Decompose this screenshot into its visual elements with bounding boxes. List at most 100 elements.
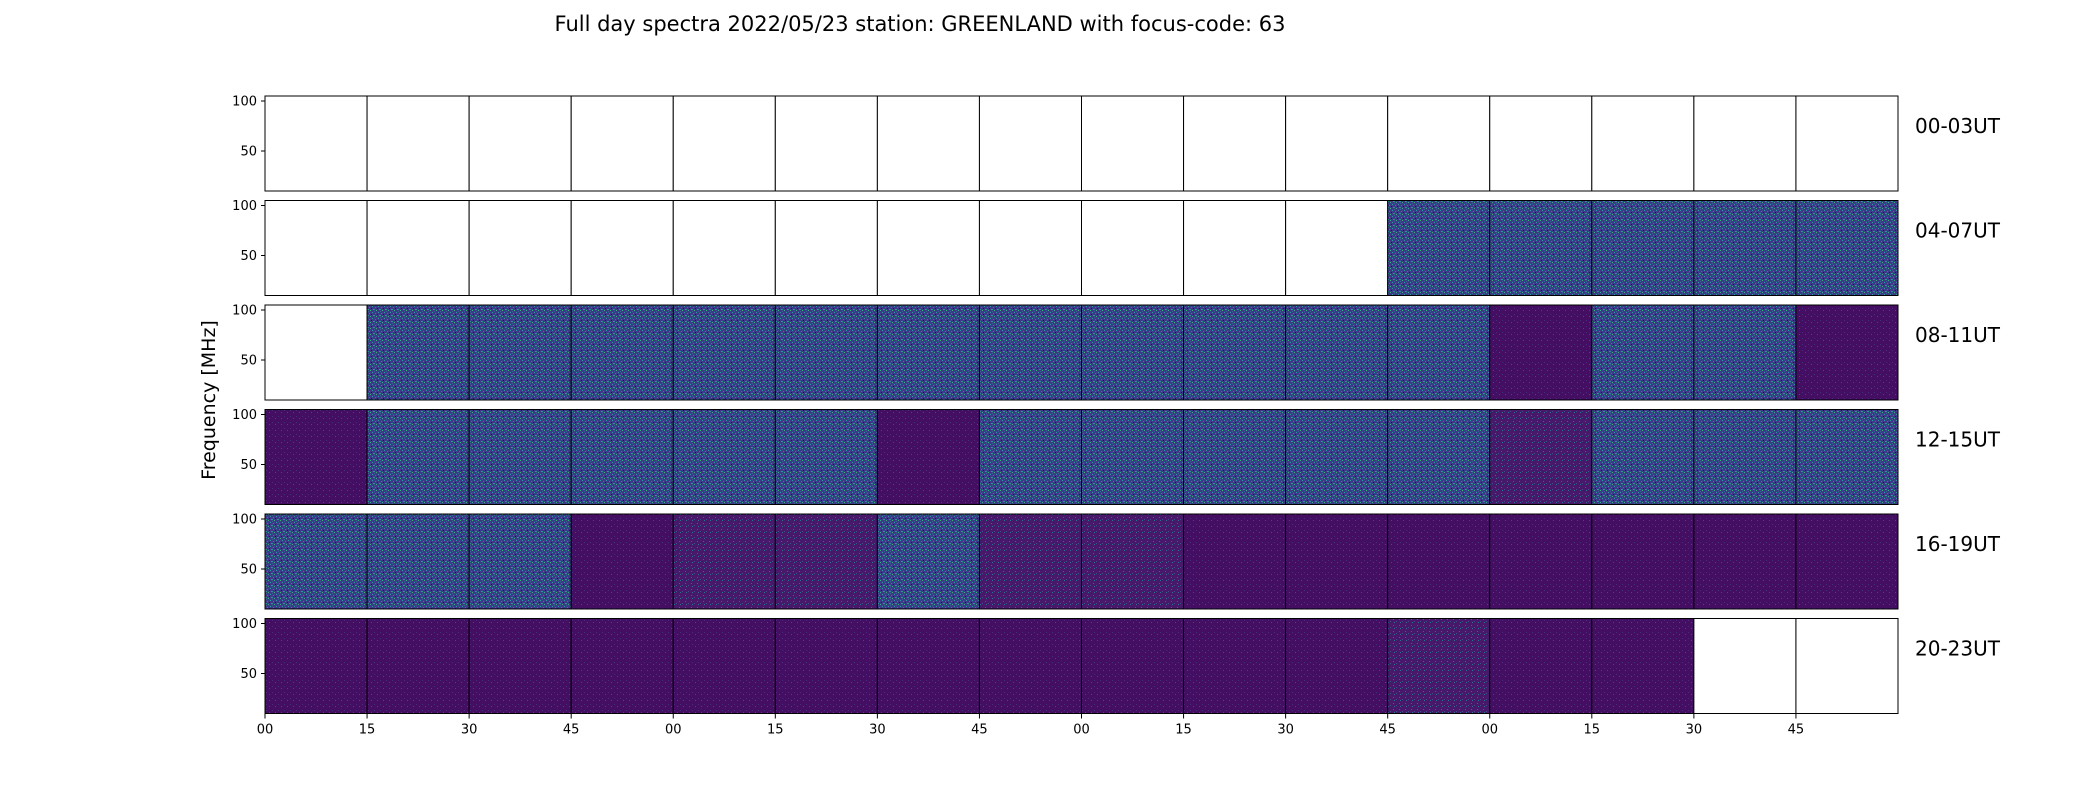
spectrum-panel xyxy=(1081,304,1185,401)
spectrum-panel xyxy=(774,409,878,505)
y-tick-label: 100 xyxy=(232,95,257,110)
x-tick-label: 00 xyxy=(257,723,274,738)
spectrum-panel xyxy=(1591,95,1695,192)
x-tick-label: 30 xyxy=(869,723,886,738)
y-tick-label: 100 xyxy=(232,199,257,214)
y-tick-label: 100 xyxy=(232,304,257,319)
spectrum-panel xyxy=(876,304,980,401)
spectrum-panel xyxy=(1489,409,1593,505)
spectrum-panel xyxy=(876,513,980,610)
spectrum-panel xyxy=(1591,618,1695,714)
y-tick-label: 50 xyxy=(240,249,257,264)
y-tick-label: 100 xyxy=(232,408,257,423)
spectrum-panel xyxy=(1285,200,1389,296)
spectrum-panel xyxy=(876,200,980,296)
spectrum-panel xyxy=(876,95,980,192)
spectrum-panel xyxy=(1693,618,1797,714)
spectrum-panel xyxy=(366,304,470,401)
x-tick-label: 45 xyxy=(971,723,988,738)
spectrum-panel xyxy=(672,409,776,505)
y-tick-label: 100 xyxy=(232,513,257,528)
spectrum-panel xyxy=(468,95,572,192)
x-tick-label: 15 xyxy=(767,723,784,738)
spectrum-panel xyxy=(1795,513,1899,610)
spectrum-panel xyxy=(366,618,470,714)
y-axis-label: Frequency [MHz] xyxy=(198,320,220,480)
spectrum-panel xyxy=(1591,409,1695,505)
spectrum-panel xyxy=(1285,95,1389,192)
spectrum-panel xyxy=(1081,200,1185,296)
spectrum-panel xyxy=(1183,200,1287,296)
spectrum-panel xyxy=(1183,618,1287,714)
chart-title: Full day spectra 2022/05/23 station: GRE… xyxy=(555,12,1286,36)
spectrum-panel xyxy=(1387,618,1491,714)
spectrum-panel xyxy=(774,200,878,296)
row-00-03UT: 100 50 00-03UT xyxy=(232,95,2001,192)
spectrum-panel xyxy=(1489,304,1593,401)
spectrum-panel xyxy=(570,513,674,610)
spectrum-panel xyxy=(366,409,470,505)
spectrum-panel xyxy=(978,409,1082,505)
spectrum-panel xyxy=(366,95,470,192)
spectrum-panel xyxy=(1285,304,1389,401)
x-tick-label: 15 xyxy=(1584,723,1601,738)
spectrum-panel xyxy=(366,200,470,296)
x-axis-ticks: 00 15 30 45 00 15 30 45 00 15 30 45 00 15 30 45 xyxy=(257,713,1805,738)
spectrum-panel xyxy=(468,200,572,296)
spectrum-panel xyxy=(366,513,470,610)
spectrum-panel xyxy=(1591,513,1695,610)
spectrum-panel xyxy=(1081,409,1185,505)
row-04-07UT: 100 50 04-07UT xyxy=(232,199,2001,296)
row-label: 00-03UT xyxy=(1915,114,2001,138)
spectrum-panel xyxy=(672,95,776,192)
spectrum-panel xyxy=(570,95,674,192)
spectrum-panel xyxy=(1693,200,1797,296)
spectrum-panel xyxy=(876,409,980,505)
spectrum-panel xyxy=(1387,95,1491,192)
spectrum-panel xyxy=(978,618,1082,714)
spectrum-panel xyxy=(1693,304,1797,401)
spectrum-panel xyxy=(1693,409,1797,505)
spectrum-panel xyxy=(774,95,878,192)
spectrum-panel xyxy=(264,200,368,296)
spectrum-panel xyxy=(1081,513,1185,610)
spectrum-panel xyxy=(1285,618,1389,714)
spectrum-panel xyxy=(1489,618,1593,714)
y-tick-label: 100 xyxy=(232,617,257,632)
spectrum-panel xyxy=(1693,513,1797,610)
x-tick-label: 30 xyxy=(1686,723,1703,738)
spectrum-panel xyxy=(1285,409,1389,505)
spectrum-panel xyxy=(264,95,368,192)
spectra-panels: 100 50 00-03UT 100 50 04-07UT 100 50 08-11UT 100 5… xyxy=(232,95,2001,714)
spectrum-panel xyxy=(264,618,368,714)
spectrum-panel xyxy=(264,409,368,505)
row-label: 20-23UT xyxy=(1915,637,2001,661)
y-tick-label: 50 xyxy=(240,667,257,682)
spectrum-panel xyxy=(468,409,572,505)
spectrum-panel xyxy=(1387,304,1491,401)
spectrum-panel xyxy=(1795,200,1899,296)
spectrum-panel xyxy=(978,304,1082,401)
spectrum-panel xyxy=(1183,409,1287,505)
spectrum-panel xyxy=(978,95,1082,192)
spectrum-panel xyxy=(1795,304,1899,401)
row-08-11UT: 100 50 08-11UT xyxy=(232,304,2001,401)
spectrum-panel xyxy=(570,409,674,505)
spectrum-panel xyxy=(774,618,878,714)
spectrum-panel xyxy=(1795,95,1899,192)
x-tick-label: 00 xyxy=(665,723,682,738)
spectrum-panel xyxy=(468,513,572,610)
spectrum-panel xyxy=(1489,513,1593,610)
spectrum-panel xyxy=(264,304,368,401)
spectrum-panel xyxy=(672,304,776,401)
x-tick-label: 00 xyxy=(1481,723,1498,738)
row-label: 16-19UT xyxy=(1915,532,2001,556)
spectrum-panel xyxy=(1591,200,1695,296)
x-tick-label: 45 xyxy=(1788,723,1805,738)
y-tick-label: 50 xyxy=(240,458,257,473)
x-tick-label: 45 xyxy=(1379,723,1396,738)
spectrum-panel xyxy=(1795,618,1899,714)
spectrum-panel xyxy=(1183,304,1287,401)
